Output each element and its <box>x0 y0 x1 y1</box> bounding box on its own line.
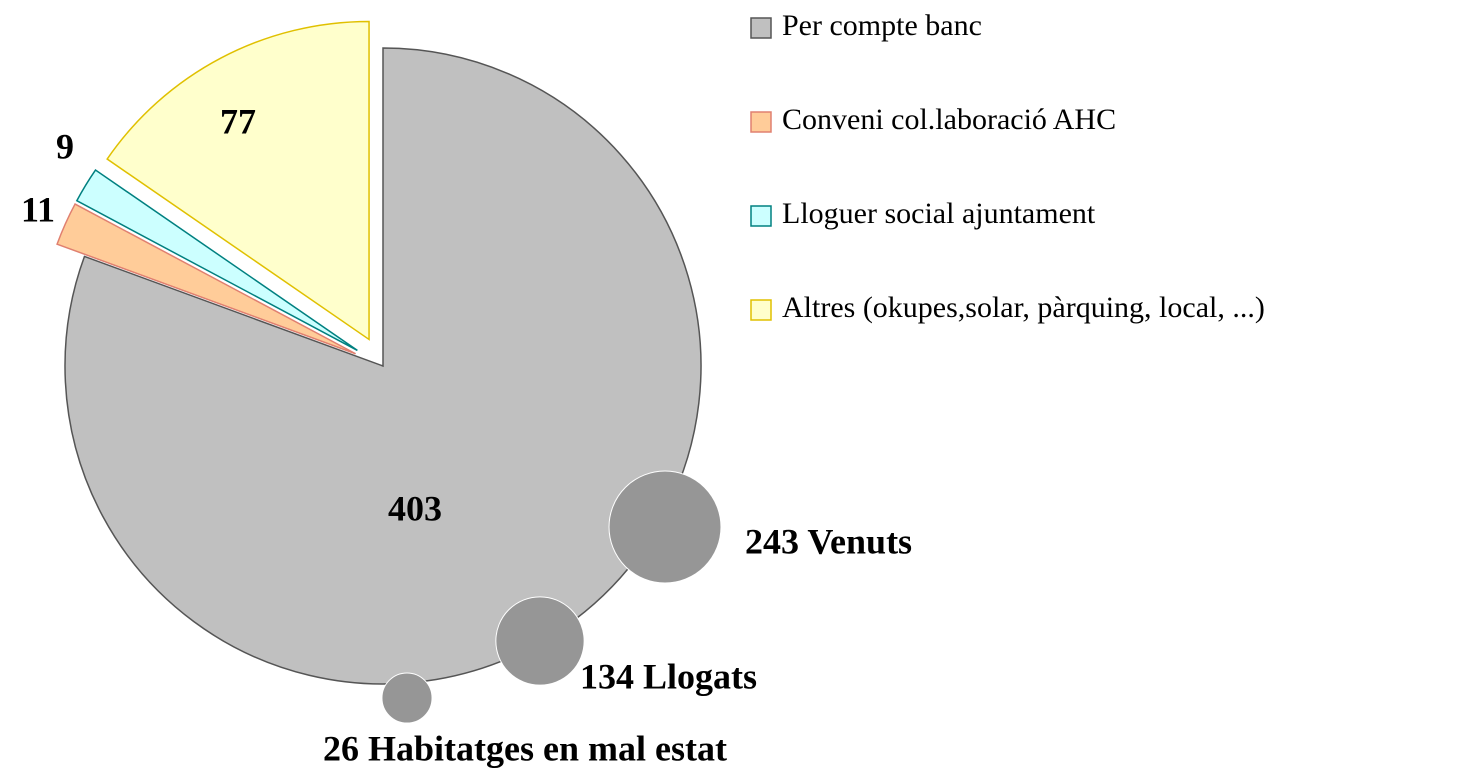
data-label: 403 <box>388 488 442 528</box>
legend-label: Lloguer social ajuntament <box>782 197 1096 230</box>
data-label: 77 <box>220 101 256 141</box>
data-label: 11 <box>21 189 55 229</box>
bubble-label: 26 Habitatges en mal estat <box>323 728 727 768</box>
legend-label: Per compte banc <box>782 9 982 42</box>
legend-swatch <box>750 205 772 227</box>
bubble <box>608 470 722 584</box>
legend-swatch <box>750 299 772 321</box>
pie-slice <box>56 203 356 355</box>
bubble <box>381 672 433 724</box>
legend-swatch <box>750 17 772 39</box>
legend-label: Conveni col.laboració AHC <box>782 103 1116 136</box>
legend-swatch <box>750 111 772 133</box>
data-label: 9 <box>56 126 74 166</box>
bubble-label: 134 Llogats <box>580 656 757 696</box>
pie-slice <box>75 168 358 352</box>
pie-slice <box>106 20 370 341</box>
bubble-label: 243 Venuts <box>745 521 912 561</box>
legend-label: Altres (okupes,solar, pàrquing, local, .… <box>782 291 1265 324</box>
bubble <box>495 596 585 686</box>
